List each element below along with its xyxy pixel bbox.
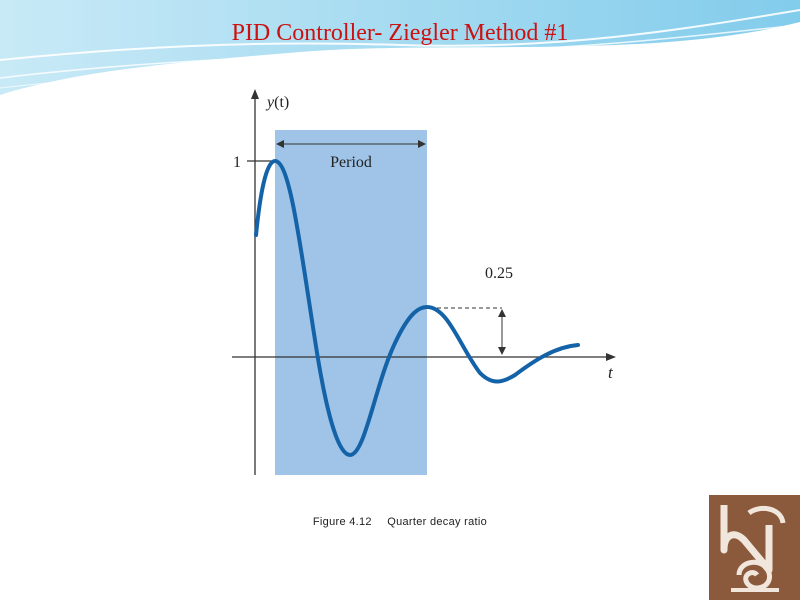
period-label: Period — [330, 154, 372, 171]
y-axis-label: y — [265, 94, 275, 111]
response-curve — [254, 158, 580, 458]
x-axis-label: t — [608, 363, 614, 382]
x-axis-arrow-icon — [606, 353, 616, 361]
decay-arrow-up-icon — [498, 309, 506, 317]
caption-number: Figure 4.12 — [312, 516, 372, 528]
y-tick-one-label: 1 — [233, 154, 241, 171]
header-wave-decoration — [0, 0, 800, 95]
institution-logo-icon — [709, 495, 800, 600]
slide-title: PID Controller- Ziegler Method #1 — [231, 20, 569, 46]
period-arrow-left-icon — [276, 140, 284, 148]
y-axis-arrow-icon — [251, 89, 259, 99]
decay-arrow-down-icon — [498, 347, 506, 355]
figure-caption: Figure 4.12 Quarter decay ratio — [0, 516, 800, 528]
caption-text: Quarter decay ratio — [387, 516, 488, 528]
decay-figure: y(t) t 1 Period 0.25 — [230, 85, 620, 480]
decay-label: 0.25 — [485, 265, 513, 282]
period-arrow-right-icon — [418, 140, 426, 148]
y-axis-label-paren: (t) — [274, 94, 289, 111]
svg-text:y(t): y(t) — [265, 94, 289, 111]
period-band — [275, 130, 427, 475]
